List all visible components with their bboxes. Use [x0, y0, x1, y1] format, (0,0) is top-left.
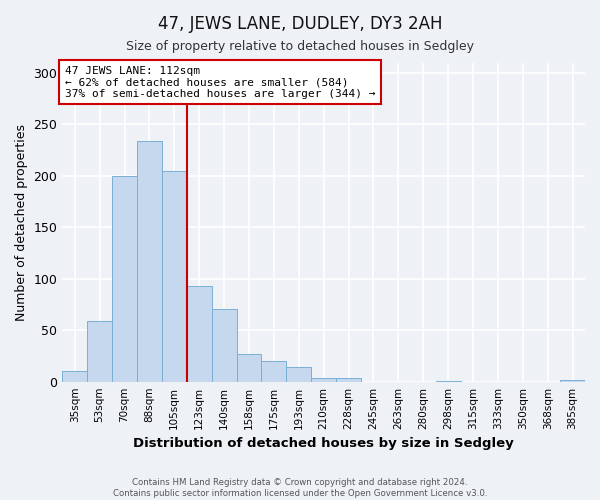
Text: 47, JEWS LANE, DUDLEY, DY3 2AH: 47, JEWS LANE, DUDLEY, DY3 2AH [158, 15, 442, 33]
Y-axis label: Number of detached properties: Number of detached properties [15, 124, 28, 320]
Text: Contains HM Land Registry data © Crown copyright and database right 2024.
Contai: Contains HM Land Registry data © Crown c… [113, 478, 487, 498]
X-axis label: Distribution of detached houses by size in Sedgley: Distribution of detached houses by size … [133, 437, 514, 450]
Bar [212, 308, 236, 382]
Bar [560, 380, 585, 382]
Bar [162, 170, 187, 382]
Bar [137, 141, 162, 382]
Bar [262, 361, 286, 382]
Bar [236, 354, 262, 382]
Text: 47 JEWS LANE: 112sqm
← 62% of detached houses are smaller (584)
37% of semi-deta: 47 JEWS LANE: 112sqm ← 62% of detached h… [65, 66, 376, 99]
Bar [87, 321, 112, 382]
Bar [112, 176, 137, 382]
Bar [62, 372, 87, 382]
Bar [187, 286, 212, 382]
Text: Size of property relative to detached houses in Sedgley: Size of property relative to detached ho… [126, 40, 474, 53]
Bar [336, 378, 361, 382]
Bar [311, 378, 336, 382]
Bar [436, 380, 461, 382]
Bar [286, 368, 311, 382]
